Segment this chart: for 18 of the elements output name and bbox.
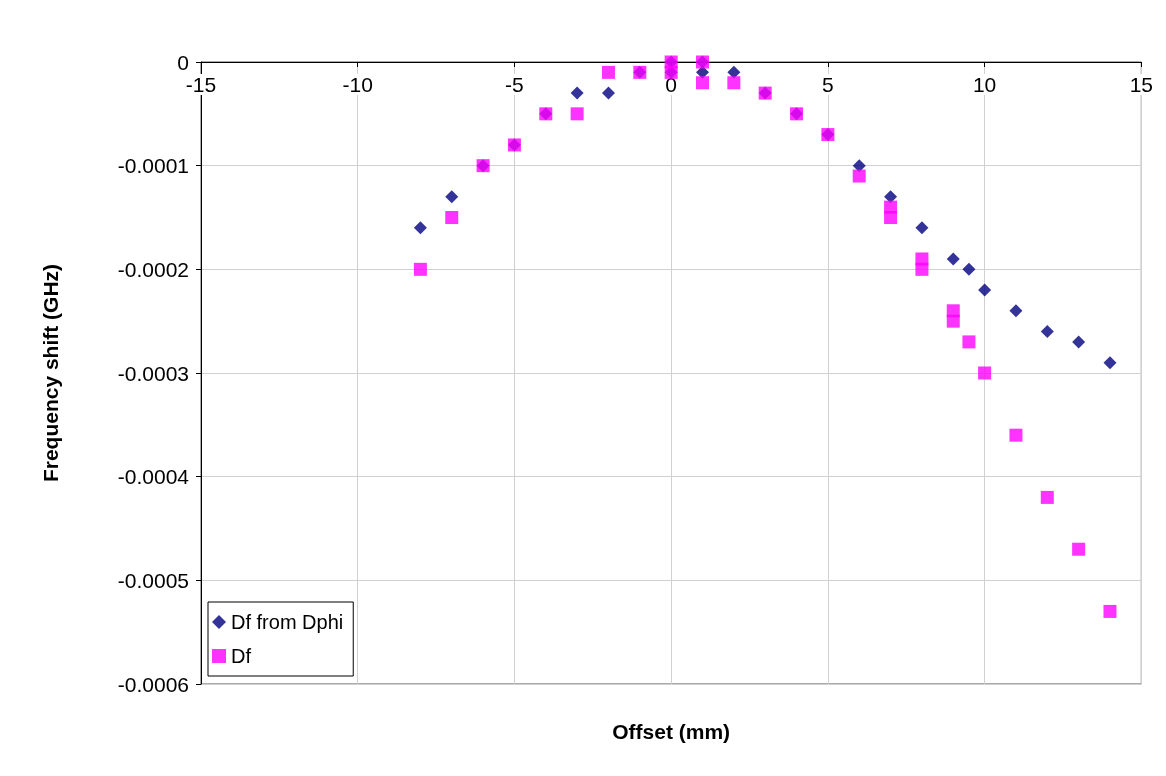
y-tick-label: -0.0002 [117,257,189,281]
x-tick-label: 10 [972,73,997,96]
y-tick-label: -0.0003 [117,361,189,385]
y-tick-label: -0.0004 [117,465,190,489]
x-tick-label: 0 [665,73,677,96]
y-tick-label: 0 [177,50,189,74]
y-tick-label: -0.0005 [117,568,189,592]
x-tick-label: -5 [505,73,524,96]
y-axis-title: Frequency shift (GHz) [39,263,62,483]
x-tick-label: -10 [342,73,373,96]
x-tick-label: -15 [185,73,217,96]
y-tick-label: -0.0001 [117,154,189,178]
legend-label: Df from Dphi [231,611,344,633]
x-tick-label: 15 [1129,73,1153,96]
y-tick-label: -0.0006 [117,672,189,696]
x-tick-label: 5 [822,73,834,96]
legend-label: Df [231,645,252,667]
x-axis-title: Offset (mm) [612,720,731,743]
